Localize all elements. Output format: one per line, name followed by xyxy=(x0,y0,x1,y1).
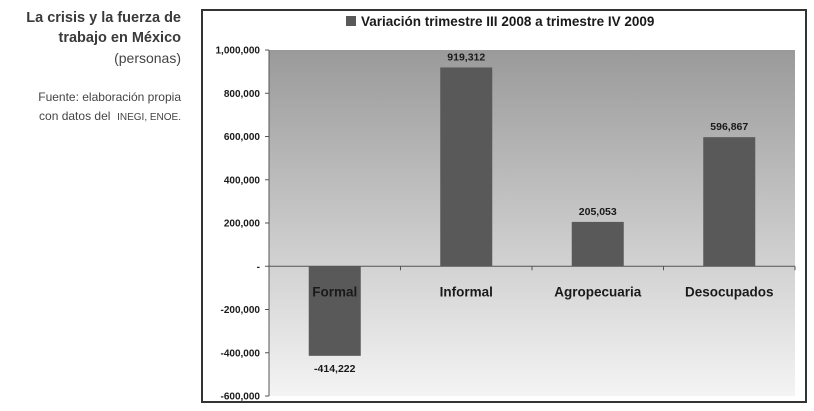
bar-informal xyxy=(440,67,493,267)
data-label: 919,312 xyxy=(447,51,485,63)
y-tick-label: 200,000 xyxy=(224,219,261,230)
caption-source: Fuente: elaboración propia con datos del… xyxy=(0,88,181,127)
category-label: Agropecuaria xyxy=(554,284,642,299)
chart-frame: Variación trimestre III 2008 a trimestre… xyxy=(201,9,807,403)
figure-caption: La crisis y la fuerza de trabajo en Méxi… xyxy=(0,8,181,127)
y-tick-label: -200,000 xyxy=(221,305,261,316)
y-tick-label: -400,000 xyxy=(221,348,261,359)
caption-title-line2: trabajo en México xyxy=(58,30,181,46)
bar-formal xyxy=(308,266,361,356)
bars xyxy=(308,67,756,356)
y-tick-label: 1,000,000 xyxy=(216,46,261,57)
bar-agropecuaria xyxy=(571,221,624,267)
category-label: Informal xyxy=(440,284,493,299)
y-tick-label: -600,000 xyxy=(221,392,261,402)
legend-swatch xyxy=(346,16,356,26)
legend-label: Variación trimestre III 2008 a trimestre… xyxy=(361,14,654,29)
data-label: 205,053 xyxy=(579,206,617,218)
y-tick-label: 800,000 xyxy=(224,89,261,100)
category-label: Formal xyxy=(312,284,357,299)
data-label: 596,867 xyxy=(710,121,748,133)
y-tick-label: 600,000 xyxy=(224,132,261,143)
caption-source-line1: Fuente: elaboración propia xyxy=(38,90,181,104)
bar-desocupados xyxy=(703,137,756,267)
legend: Variación trimestre III 2008 a trimestre… xyxy=(346,14,654,29)
caption-source-line2: con datos del INEGI, ENOE. xyxy=(0,107,181,127)
caption-title-line1: La crisis y la fuerza de xyxy=(26,10,181,26)
category-label: Desocupados xyxy=(685,284,774,299)
data-label: -414,222 xyxy=(314,363,356,375)
y-tick-label: - xyxy=(257,262,260,273)
caption-source-prefix: con datos del xyxy=(39,109,111,123)
labels: -414,222 Formal 919,312 Informal 205,053 Agro… xyxy=(312,51,773,374)
caption-source-orgs: INEGI, ENOE. xyxy=(117,112,181,123)
y-tick-label: 400,000 xyxy=(224,175,261,186)
caption-unit: (personas) xyxy=(114,50,181,66)
bar-chart: Variación trimestre III 2008 a trimestre… xyxy=(216,14,796,403)
